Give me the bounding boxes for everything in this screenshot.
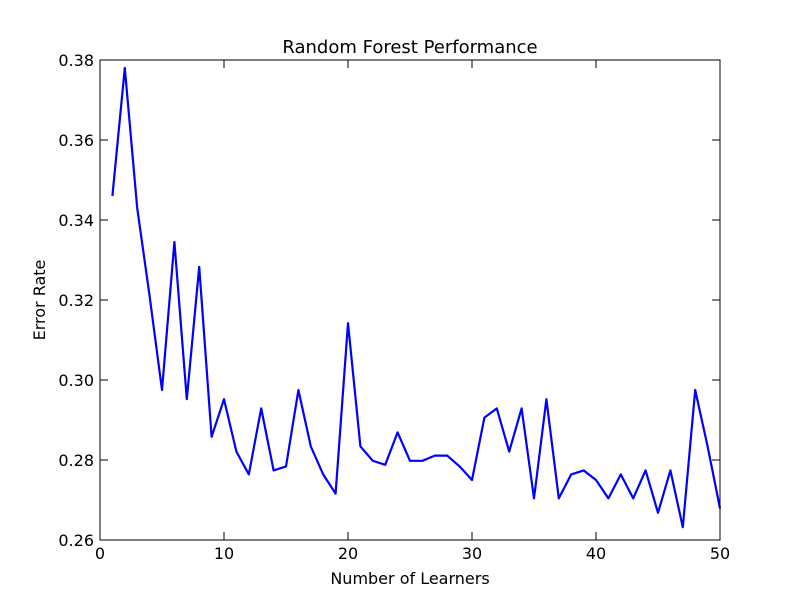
x-axis: 0 10 20 30 40 50 <box>95 60 730 563</box>
y-axis: 0.26 0.28 0.30 0.32 0.34 0.36 0.38 <box>58 51 720 550</box>
y-axis-label: Error Rate <box>30 260 49 341</box>
x-tick-label: 30 <box>462 544 482 563</box>
x-tick-label: 0 <box>95 544 105 563</box>
y-tick-label: 0.38 <box>58 51 94 70</box>
chart-title: Random Forest Performance <box>282 37 537 58</box>
series-line <box>111 66 722 529</box>
plot-background <box>100 60 720 540</box>
y-tick-label: 0.26 <box>58 531 94 550</box>
y-tick-label: 0.32 <box>58 291 94 310</box>
x-tick-label: 50 <box>710 544 730 563</box>
y-tick-label: 0.36 <box>58 131 94 150</box>
x-axis-label: Number of Learners <box>330 569 489 588</box>
x-tick-label: 20 <box>338 544 358 563</box>
y-tick-label: 0.30 <box>58 371 94 390</box>
plot-area <box>99 59 722 541</box>
series-layer <box>111 66 722 529</box>
x-tick-label: 40 <box>586 544 606 563</box>
y-tick-label: 0.28 <box>58 451 94 470</box>
x-tick-label: 10 <box>214 544 234 563</box>
y-tick-label: 0.34 <box>58 211 94 230</box>
